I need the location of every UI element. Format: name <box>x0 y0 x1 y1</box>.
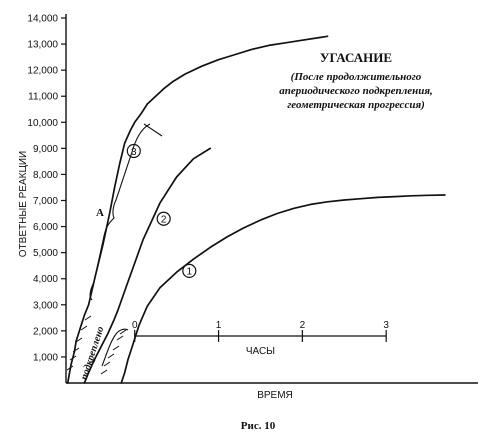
y-tick-label: 13,000 <box>27 40 58 51</box>
y-tick-label: 8,000 <box>33 170 58 181</box>
series-line-1 <box>120 194 446 384</box>
time-scale-tick-label: 2 <box>300 320 306 331</box>
series-marker-circle <box>182 263 197 278</box>
time-scale-tick-label: 0 <box>132 320 138 331</box>
y-tick-label: 14,000 <box>27 14 58 25</box>
y-tick-label: 11,000 <box>28 92 58 103</box>
reinforcement-tick <box>72 347 80 353</box>
time-scale: 0 1 2 3 ЧАСЫ <box>132 320 389 357</box>
series-marker-label: 2 <box>161 215 167 226</box>
y-tick-label: 4,000 <box>33 274 58 285</box>
chart-subtitle-line-3: геометрическая прогрессия) <box>287 99 425 111</box>
reinforcement-tick <box>112 345 120 351</box>
chart-title: УГАСАНИЕ <box>320 50 392 65</box>
y-tick-label: 3,000 <box>33 300 58 311</box>
series-marker-label: 1 <box>187 267 193 278</box>
figure-caption: Рис. 10 <box>241 420 276 432</box>
reinforcement-tick <box>116 335 124 341</box>
y-tick-label: 12,000 <box>27 66 58 77</box>
reinforcement-tick <box>80 325 88 331</box>
series-line-3 <box>66 35 329 384</box>
chart-subtitle-line-1: (После продолжительного <box>291 71 422 83</box>
y-axis-label: ОТВЕТНЫЕ РЕАКЦИИ <box>18 151 29 257</box>
series-marker-label: 3 <box>131 147 137 158</box>
series-marker-circle <box>126 143 141 159</box>
reinforcement-tick <box>66 365 74 371</box>
reinforcement-tick <box>69 355 77 361</box>
reinforcement-tick <box>119 329 127 335</box>
series-group: 1 2 3 <box>66 35 446 384</box>
annotation-brace-a <box>89 123 151 301</box>
y-tick-label: 10,000 <box>27 118 58 129</box>
time-scale-tick-label: 1 <box>216 320 222 331</box>
x-axis-label: ВРЕМЯ <box>257 390 293 401</box>
chart-subtitle-line-2: апериодического подкрепления, <box>279 85 433 97</box>
y-tick-label: 5,000 <box>33 248 58 259</box>
annotation-label-a: А <box>96 207 104 219</box>
reinforcement-tick <box>75 337 83 343</box>
time-scale-tick-label: 3 <box>383 320 389 331</box>
y-axis: 1,000 2,000 3,000 4,000 5,000 6,000 7,000 8,000… <box>27 14 67 383</box>
series-line-2 <box>83 147 212 384</box>
time-scale-label: ЧАСЫ <box>246 346 275 357</box>
reinforcement-tick <box>84 315 92 321</box>
y-tick-label: 7,000 <box>33 196 58 207</box>
reinforcement-tick <box>100 369 108 375</box>
y-tick-label: 9,000 <box>33 144 58 155</box>
reinforcement-tick <box>103 361 111 367</box>
y-tick-label: 6,000 <box>33 222 58 233</box>
annotation-end-mark <box>143 123 163 137</box>
reinforcement-tick <box>107 353 115 359</box>
series-marker-circle <box>156 211 171 226</box>
annotation-brace-reinforced <box>101 328 129 367</box>
y-tick-label: 1,000 <box>33 352 58 363</box>
y-tick-label: 2,000 <box>33 326 58 337</box>
